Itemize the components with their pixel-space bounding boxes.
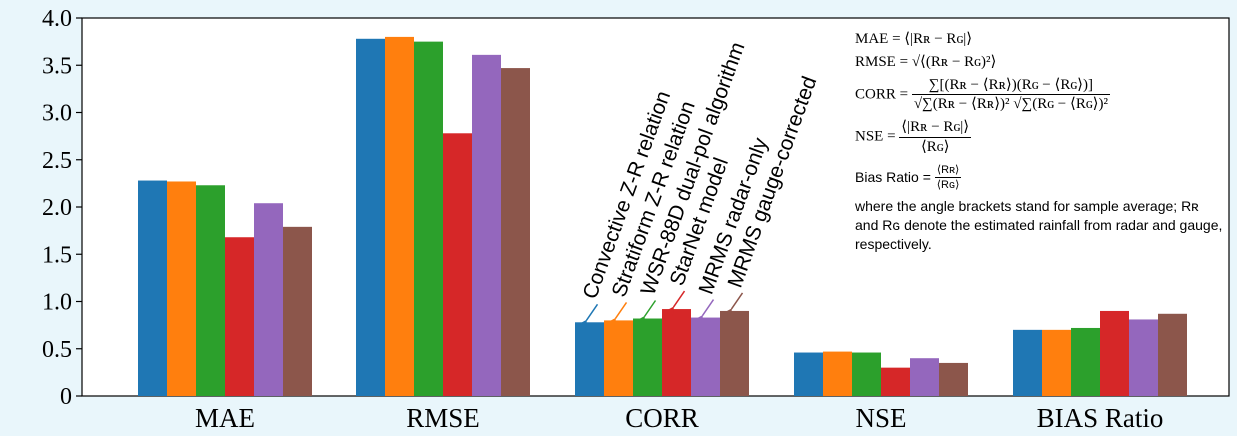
x-category-label: NSE [855, 403, 906, 433]
formula-bias-label: Bias Ratio = [855, 168, 931, 185]
formula-nse-denominator: ⟨Rɢ⟩ [920, 138, 950, 155]
bar [196, 185, 225, 396]
bar [443, 133, 472, 397]
y-tick-label: 0 [60, 384, 72, 410]
bar [356, 38, 385, 396]
formula-rmse-expr: √⟨(Rʀ − Rɢ)²⟩ [911, 53, 997, 70]
y-tick-label: 1.5 [42, 242, 72, 268]
x-category-label: MAE [195, 403, 255, 433]
y-tick-label: 4.0 [42, 6, 72, 32]
bar [1129, 319, 1158, 396]
bar [385, 36, 414, 397]
bar [575, 322, 604, 396]
x-category-label: RMSE [406, 403, 480, 433]
bar [138, 180, 167, 396]
bar [1100, 310, 1129, 396]
bar [1013, 329, 1042, 396]
formula-corr-label: CORR = [855, 86, 909, 103]
bar [1158, 313, 1187, 396]
y-tick-label: 3.5 [42, 53, 72, 79]
formula-rmse-label: RMSE = [855, 53, 909, 70]
bar [881, 367, 910, 396]
bar [501, 68, 530, 397]
bar [1071, 327, 1100, 396]
annotation-arrow [694, 299, 715, 325]
formula-corr-denominator: √∑(Rʀ − ⟨Rʀ⟩)² √∑(Rɢ − ⟨Rɢ⟩)² [913, 96, 1108, 113]
formula-nse-numerator: ⟨|Rʀ − Rɢ|⟩ [899, 118, 972, 138]
annotation-arrow [723, 292, 744, 319]
bar [939, 362, 968, 396]
formula-bias-denominator: ⟨Rɢ⟩ [936, 179, 960, 192]
formula-corr-numerator: ∑[(Rʀ − ⟨Rʀ⟩)(Rɢ − ⟨Rɢ⟩)] [911, 76, 1110, 96]
bar [852, 352, 881, 396]
y-axis: 0 0.5 1.0 1.5 2.0 2.5 3.0 3.5 4.0 [42, 6, 82, 410]
formula-mae-expr: ⟨|Rʀ − Rɢ|⟩ [904, 31, 973, 47]
bar [691, 317, 720, 396]
bar [633, 318, 662, 396]
formula-note: where the angle brackets stand for sampl… [855, 198, 1223, 252]
bar [283, 226, 312, 396]
bar [910, 358, 939, 396]
bar [662, 309, 691, 396]
formula-mae: MAE = ⟨|Rʀ − Rɢ|⟩ [855, 30, 1225, 49]
bar-series-group [138, 36, 1187, 397]
bar [414, 41, 443, 396]
x-category-label: BIAS Ratio [1037, 403, 1164, 433]
annotation-arrow [665, 290, 686, 317]
y-tick-label: 2.5 [42, 148, 72, 174]
formula-nse-fraction: ⟨|Rʀ − Rɢ|⟩ ⟨Rɢ⟩ [899, 118, 972, 157]
annotation-arrow [578, 303, 599, 330]
bar [720, 310, 749, 396]
formula-nse: NSE = ⟨|Rʀ − Rɢ|⟩ ⟨Rɢ⟩ [855, 118, 1225, 157]
bar [604, 320, 633, 396]
bar [167, 181, 196, 396]
y-tick-label: 2.0 [42, 195, 72, 221]
annotation-arrow [607, 301, 628, 328]
x-axis: MAE RMSE CORR NSE BIAS Ratio [195, 403, 1163, 433]
bar [823, 351, 852, 396]
formula-bias-fraction: ⟨Rʀ⟩ ⟨Rɢ⟩ [934, 163, 962, 194]
bar [794, 352, 823, 396]
x-category-label: CORR [625, 403, 699, 433]
formula-panel: MAE = ⟨|Rʀ − Rɢ|⟩ RMSE = √⟨(Rʀ − Rɢ)²⟩ C… [855, 30, 1225, 254]
y-tick-label: 3.0 [42, 101, 72, 127]
formula-corr-fraction: ∑[(Rʀ − ⟨Rʀ⟩)(Rɢ − ⟨Rɢ⟩)] √∑(Rʀ − ⟨Rʀ⟩)²… [911, 76, 1110, 115]
formula-bias-numerator: ⟨Rʀ⟩ [934, 163, 962, 179]
formula-mae-label: MAE = [855, 31, 901, 47]
y-tick-label: 0.5 [42, 337, 72, 363]
bar [225, 237, 254, 396]
bar [472, 54, 501, 396]
formula-bias: Bias Ratio = ⟨Rʀ⟩ ⟨Rɢ⟩ [855, 163, 1225, 194]
formula-corr: CORR = ∑[(Rʀ − ⟨Rʀ⟩)(Rɢ − ⟨Rɢ⟩)] √∑(Rʀ −… [855, 76, 1225, 115]
bar [1042, 329, 1071, 396]
annotation-arrow [636, 300, 657, 326]
y-tick-label: 1.0 [42, 290, 72, 316]
formula-rmse: RMSE = √⟨(Rʀ − Rɢ)²⟩ [855, 53, 1225, 72]
bar [254, 203, 283, 396]
formula-nse-label: NSE = [855, 128, 896, 145]
